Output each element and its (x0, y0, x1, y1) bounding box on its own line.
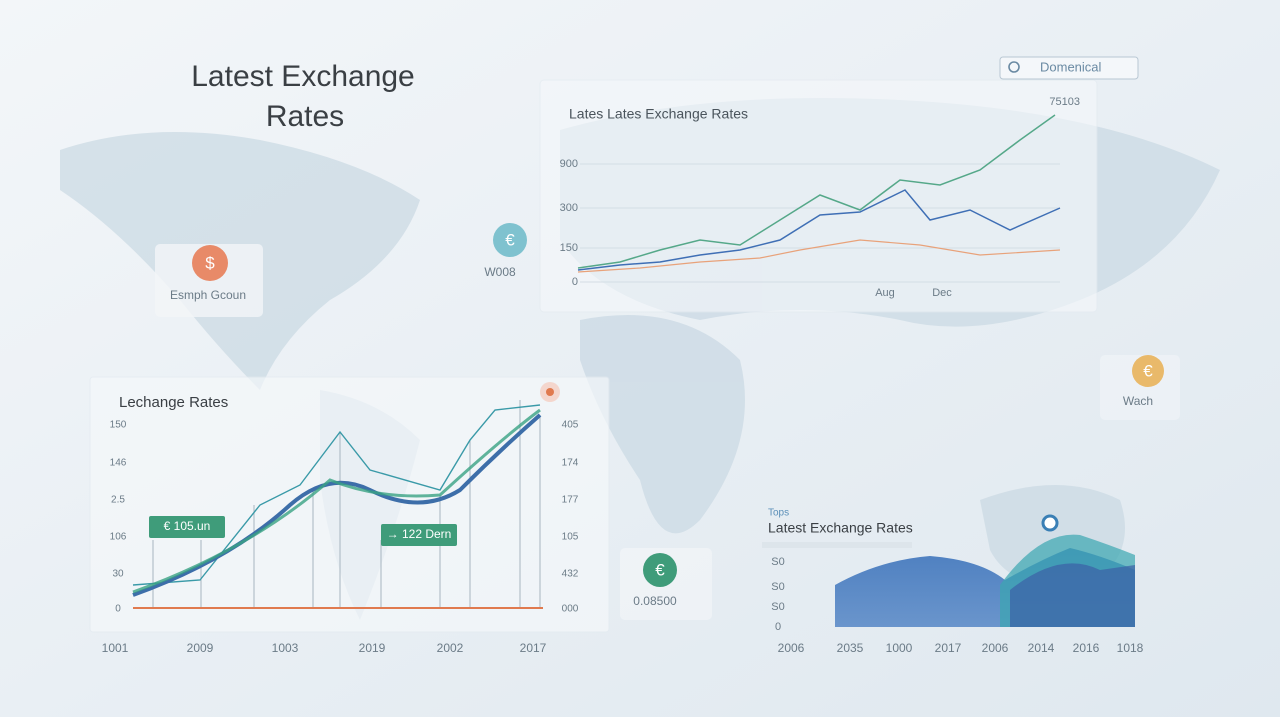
tag (381, 524, 457, 546)
card-icon-text: € (505, 230, 515, 249)
top-line (577, 239, 1061, 273)
area (1010, 563, 1135, 627)
card-label: Esmph Gcoun (170, 288, 246, 302)
y-label: 146 (110, 458, 127, 469)
x-label: 2019 (359, 641, 386, 655)
x-label: 2035 (837, 641, 864, 655)
card-label: Wach (1123, 394, 1153, 408)
x-label: 2009 (187, 641, 214, 655)
y-label: 177 (562, 495, 579, 506)
left-verticals (152, 400, 541, 608)
card-label: 0.08500 (633, 594, 677, 608)
y-label: 2.5 (111, 495, 125, 506)
y-label: 900 (560, 158, 578, 170)
search-icon (1008, 61, 1020, 73)
left-panel (89, 376, 610, 633)
x-label: Dec (932, 287, 952, 299)
marker (1041, 514, 1059, 532)
y-label: 300 (560, 202, 578, 214)
y-label: S0 (771, 601, 784, 613)
top-grid (580, 163, 1060, 283)
x-label: 1000 (886, 641, 913, 655)
y-label: 432 (562, 569, 579, 580)
panel-title: Lechange Rates (119, 394, 228, 411)
card-icon-text: € (1143, 361, 1153, 380)
tag-label: → 122 Dern (387, 527, 452, 541)
y-label: 405 (562, 420, 579, 431)
search-box[interactable] (999, 56, 1139, 80)
left-line (132, 404, 541, 586)
card-icon (192, 245, 228, 281)
x-label: Aug (875, 287, 895, 299)
y-label: 174 (562, 458, 579, 469)
y-label: 0 (775, 621, 781, 633)
x-label: 1001 (102, 641, 129, 655)
y-label: 30 (112, 569, 124, 580)
y-label: 000 (562, 604, 579, 615)
x-label: 1003 (272, 641, 299, 655)
x-label: 2017 (935, 641, 962, 655)
divider (762, 542, 912, 548)
y-label: 150 (560, 242, 578, 254)
page-title: Rates (266, 100, 344, 133)
card-icon-text: $ (205, 253, 215, 272)
marker (546, 388, 554, 396)
x-label: 2002 (437, 641, 464, 655)
x-label: 1018 (1117, 641, 1144, 655)
x-label: 2006 (778, 641, 805, 655)
y-label: 106 (110, 532, 127, 543)
subtitle: Tops (768, 508, 789, 519)
top-line (577, 114, 1056, 269)
corner-value: 75103 (1049, 96, 1080, 108)
y-label: S0 (771, 556, 784, 568)
y-label: 150 (110, 420, 127, 431)
x-label: 2017 (520, 641, 547, 655)
card-label: W008 (484, 265, 516, 279)
search-placeholder: Domenical (1040, 59, 1102, 74)
tag (149, 516, 225, 538)
left-curve (132, 408, 541, 594)
y-label: S0 (771, 581, 784, 593)
x-label: 2006 (982, 641, 1009, 655)
top-line (577, 189, 1061, 271)
page-title: Latest Exchange (191, 60, 415, 93)
x-label: 2014 (1028, 641, 1055, 655)
card-icon (493, 223, 527, 257)
card-icon (643, 553, 677, 587)
y-label: 0 (115, 604, 121, 615)
x-label: 2016 (1073, 641, 1100, 655)
tag-label: € 105.un (164, 519, 211, 533)
panel-title: Lates Lates Exchange Rates (569, 106, 748, 122)
card-icon (1132, 355, 1164, 387)
y-label: 105 (562, 532, 579, 543)
y-label: 0 (572, 276, 578, 288)
panel-title: Latest Exchange Rates (768, 520, 913, 536)
card-icon-text: € (655, 560, 665, 579)
